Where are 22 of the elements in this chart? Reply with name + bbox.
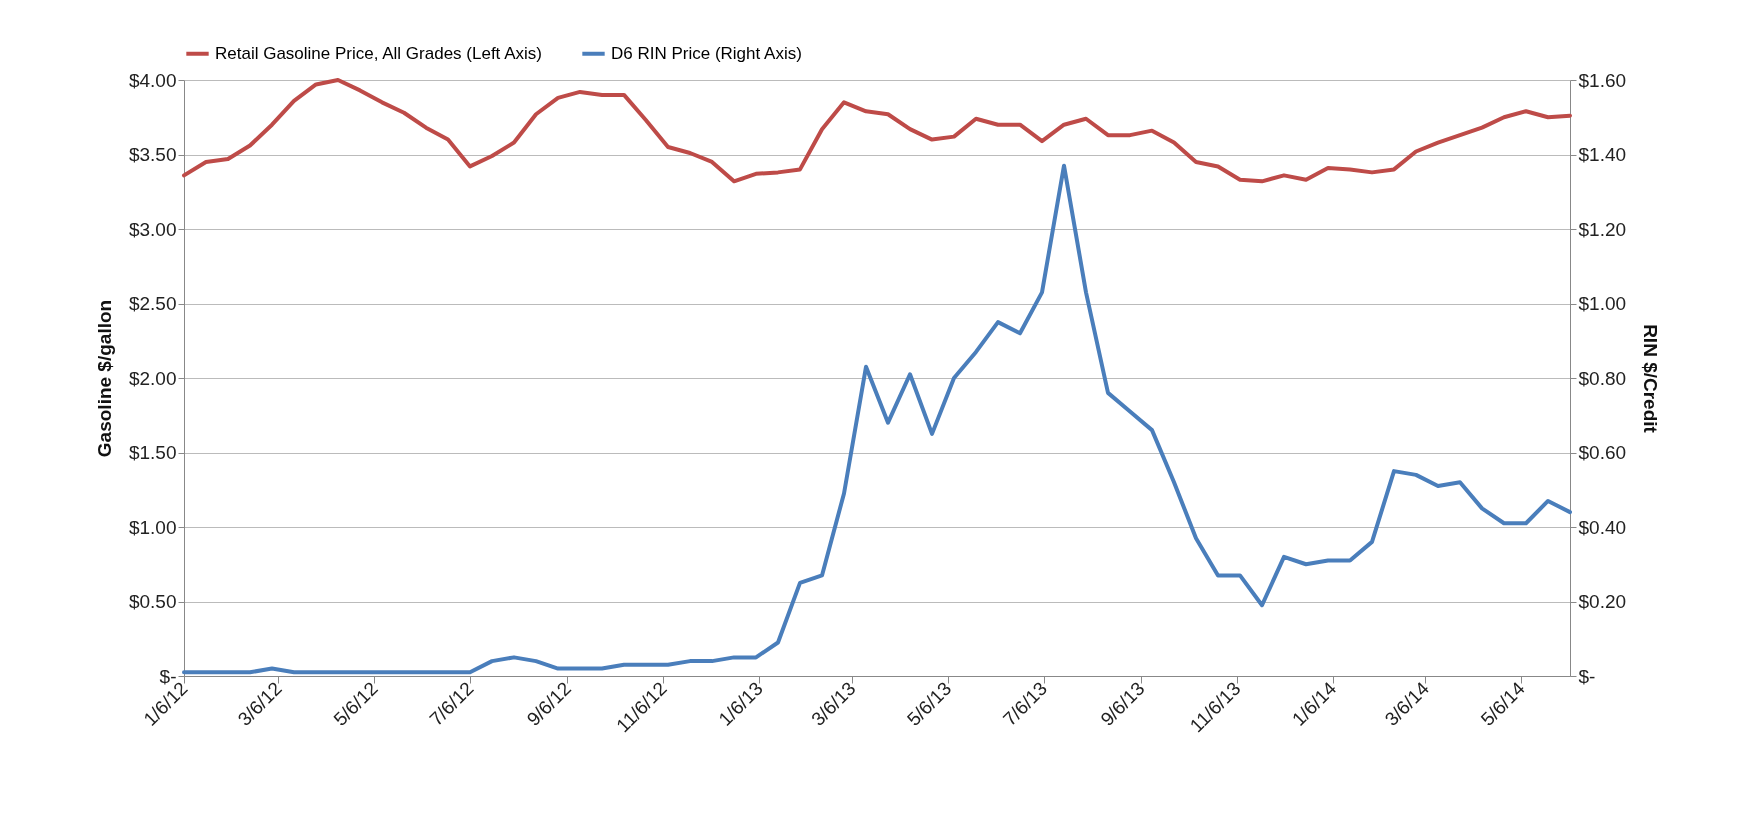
y-tick-label: $3.00 xyxy=(128,218,177,240)
y2-tick-label: $0.40 xyxy=(1578,516,1627,538)
y2-tick-label: $1.60 xyxy=(1578,69,1627,91)
y-tick-label: $2.00 xyxy=(128,367,177,389)
y2-tick-label: $0.60 xyxy=(1578,442,1627,463)
y2-tick-label: $1.20 xyxy=(1578,218,1627,240)
y2-tick-label: $0.20 xyxy=(1578,591,1627,612)
y-tick-label: $2.50 xyxy=(128,293,177,314)
legend-label: D6 RIN Price (Right Axis) xyxy=(611,43,802,63)
y2-tick-label: $- xyxy=(1578,665,1596,687)
y2-tick-label: $0.80 xyxy=(1578,367,1627,389)
line-series xyxy=(182,78,1572,184)
y-tick-label: $0.50 xyxy=(128,591,177,612)
y-tick-label: $4.00 xyxy=(128,69,177,91)
legend-label: Retail Gasoline Price, All Grades (Left Axis) xyxy=(215,43,542,63)
y-tick-label: $3.50 xyxy=(128,144,177,165)
y-tick-label: $1.00 xyxy=(128,516,177,538)
y-axis-title: Gasoline $/gallon xyxy=(93,299,115,458)
y-tick-label: $1.50 xyxy=(128,442,177,463)
y2-tick-label: $1.00 xyxy=(1578,293,1627,314)
y2-tick-label: $1.40 xyxy=(1578,144,1627,165)
y2-axis-title: RIN $/Credit xyxy=(1640,324,1662,434)
